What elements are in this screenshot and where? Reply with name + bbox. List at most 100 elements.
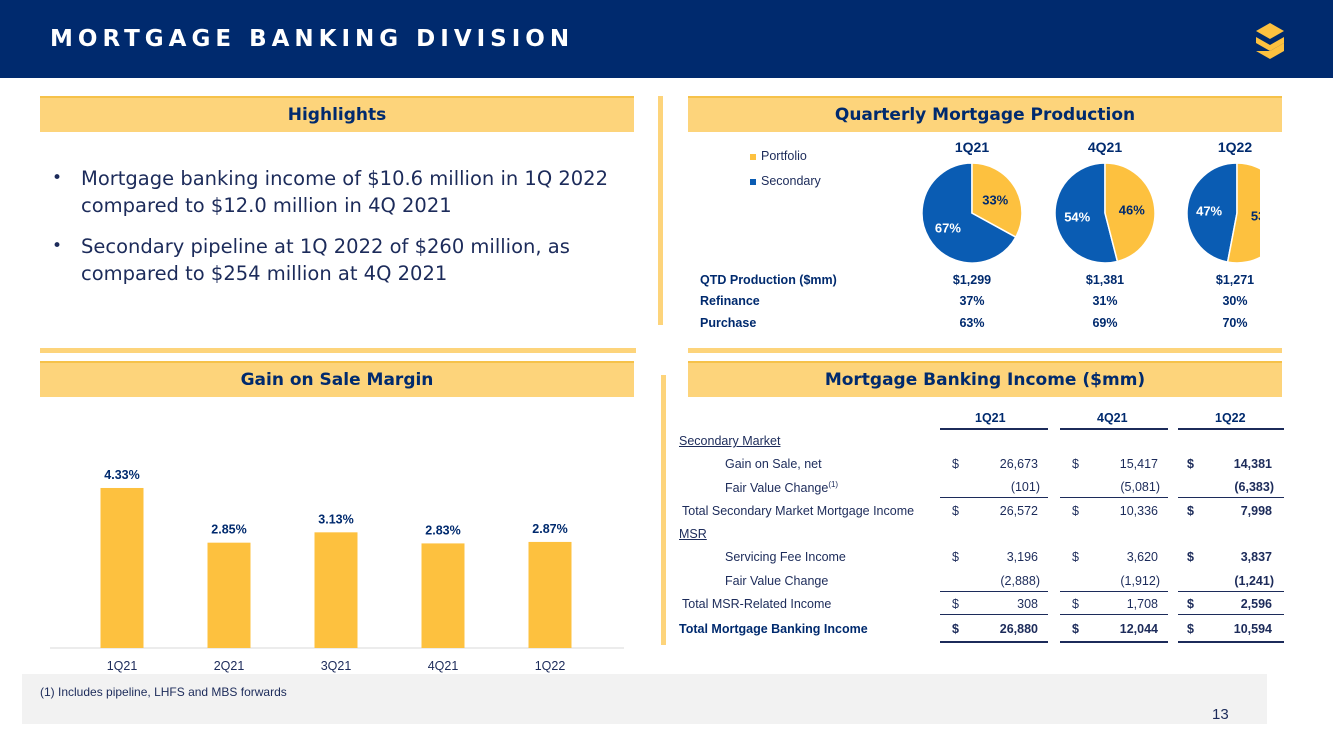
fv-change-label: Fair Value Change (725, 481, 829, 496)
total-rule (1178, 641, 1284, 643)
row-value: 3,620 (1126, 550, 1158, 564)
prod-value: $1,271 (1215, 273, 1255, 287)
header-rule (1178, 428, 1284, 430)
subtotal-rule (1178, 497, 1284, 498)
row-value: 26,572 (999, 504, 1038, 518)
subtotal-rule (940, 497, 1048, 498)
dollar-sign: $ (1187, 550, 1194, 564)
prod-value: 69% (1092, 316, 1118, 330)
row-value: (1,912) (1120, 574, 1160, 588)
pie-label-secondary: 67% (935, 220, 961, 235)
vertical-divider-bottom (661, 375, 666, 645)
dollar-sign: $ (952, 457, 959, 471)
bar-data-label: 4.33% (104, 468, 139, 482)
subtotal-rule (1060, 591, 1168, 592)
dollar-sign: $ (1187, 504, 1194, 518)
prod-row-label: Purchase (700, 316, 757, 330)
bullet-icon: • (52, 168, 63, 188)
dollar-sign: $ (1072, 504, 1079, 518)
production-pies: 33% 67% 46% 54% 53% 47% (921, 162, 1260, 264)
footnote-area (22, 674, 1267, 724)
row-label: Fair Value Change(1) (725, 480, 838, 495)
total-rule (940, 641, 1048, 643)
row-label: Total Secondary Market Mortgage Income (682, 504, 915, 518)
header-bar: MORTGAGE BANKING DIVISION (0, 0, 1333, 78)
dollar-sign: $ (952, 597, 959, 611)
row-value: 26,880 (999, 622, 1038, 636)
portfolio-swatch (750, 153, 756, 160)
pie-slice-portfolio (1226, 162, 1260, 264)
horizontal-divider-right (688, 348, 1282, 353)
row-value: 1,708 (1126, 597, 1158, 611)
pie-label-portfolio: 53% (1251, 209, 1260, 224)
dollar-sign: $ (1187, 457, 1194, 471)
prod-value: 70% (1222, 316, 1248, 330)
bar (421, 543, 465, 648)
pie-slice-portfolio (1104, 162, 1156, 263)
footnote-marker: (1) (828, 480, 839, 489)
highlight-item: • Secondary pipeline at 1Q 2022 of $260 … (52, 233, 642, 287)
row-value: 2,596 (1240, 597, 1272, 611)
row-value: 3,196 (1006, 550, 1038, 564)
dollar-sign: $ (1187, 597, 1194, 611)
page-number: 13 (1212, 706, 1229, 723)
income-col-header: 4Q21 (1097, 411, 1128, 425)
subtotal-rule (1178, 614, 1284, 615)
row-value: (5,081) (1120, 480, 1160, 494)
pie-slice-secondary (1186, 162, 1238, 263)
prod-value: 63% (959, 316, 985, 330)
row-value: 10,594 (1233, 622, 1272, 636)
x-tick-label: 1Q21 (107, 659, 138, 673)
pie-label-portfolio: 46% (1119, 203, 1145, 218)
row-value: 14,381 (1233, 457, 1272, 471)
legend-portfolio-label: Portfolio (761, 149, 807, 163)
row-label: Servicing Fee Income (725, 550, 846, 564)
dollar-sign: $ (952, 622, 959, 636)
pie-label-secondary: 54% (1064, 210, 1090, 225)
highlight-item: • Mortgage banking income of $10.6 milli… (52, 165, 642, 219)
prod-value: 30% (1222, 294, 1248, 308)
secondary-market-header: Secondary Market (679, 434, 781, 448)
prod-row-label: QTD Production ($mm) (700, 273, 837, 287)
header-rule (940, 428, 1048, 430)
prod-value: 37% (959, 294, 985, 308)
row-value: (2,888) (1000, 574, 1040, 588)
prod-row-label: Refinance (700, 294, 760, 308)
x-tick-label: 4Q21 (428, 659, 459, 673)
vertical-divider-top (658, 96, 663, 325)
subtotal-rule (940, 591, 1048, 592)
row-value: 26,673 (999, 457, 1038, 471)
pie-slice-secondary (1054, 162, 1119, 264)
dollar-sign: $ (1072, 550, 1079, 564)
bar (314, 532, 358, 648)
prod-value: $1,381 (1085, 273, 1125, 287)
row-label: Fair Value Change (725, 574, 829, 588)
row-value: (101) (1010, 480, 1040, 494)
bar (207, 542, 251, 648)
page-title: MORTGAGE BANKING DIVISION (50, 26, 575, 52)
x-tick-label: 2Q21 (214, 659, 245, 673)
subtotal-rule (1060, 614, 1168, 615)
highlight-text: Secondary pipeline at 1Q 2022 of $260 mi… (81, 235, 570, 285)
bar-data-label: 3.13% (318, 512, 353, 526)
bar-data-label: 2.85% (211, 523, 246, 537)
dollar-sign: $ (1187, 622, 1194, 636)
row-label: Total MSR-Related Income (682, 597, 832, 611)
bar (528, 541, 572, 648)
row-value: 15,417 (1119, 457, 1158, 471)
subtotal-rule (940, 614, 1048, 615)
pie-label-portfolio: 33% (982, 192, 1008, 207)
prod-value: $1,299 (952, 273, 992, 287)
pie-slice-portfolio (971, 162, 1023, 239)
pie-slice-secondary (921, 162, 1017, 264)
income-col-header: 1Q22 (1215, 411, 1246, 425)
dollar-sign: $ (952, 550, 959, 564)
msr-header: MSR (679, 527, 707, 541)
legend-portfolio: Portfolio (750, 149, 807, 163)
dollar-sign: $ (1072, 597, 1079, 611)
x-tick-label: 3Q21 (321, 659, 352, 673)
gain-on-sale-title: Gain on Sale Margin (40, 361, 634, 397)
subtotal-rule (1060, 497, 1168, 498)
dollar-sign: $ (952, 504, 959, 518)
horizontal-divider-left (40, 348, 636, 353)
